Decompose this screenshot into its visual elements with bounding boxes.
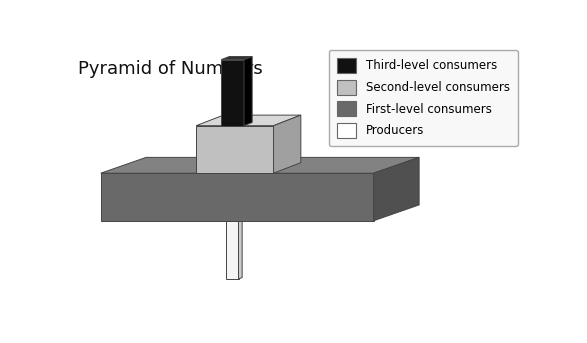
Polygon shape [221,60,244,126]
Legend: Third-level consumers, Second-level consumers, First-level consumers, Producers: Third-level consumers, Second-level cons… [329,50,518,146]
Polygon shape [101,173,373,221]
Polygon shape [244,57,252,126]
Polygon shape [196,126,274,173]
Polygon shape [226,221,238,279]
Polygon shape [238,220,242,279]
Text: Pyramid of Numbers: Pyramid of Numbers [78,60,262,78]
Polygon shape [196,115,301,126]
Polygon shape [274,115,301,173]
Polygon shape [221,57,252,60]
Polygon shape [226,220,242,221]
Polygon shape [373,157,419,221]
Polygon shape [101,157,419,173]
